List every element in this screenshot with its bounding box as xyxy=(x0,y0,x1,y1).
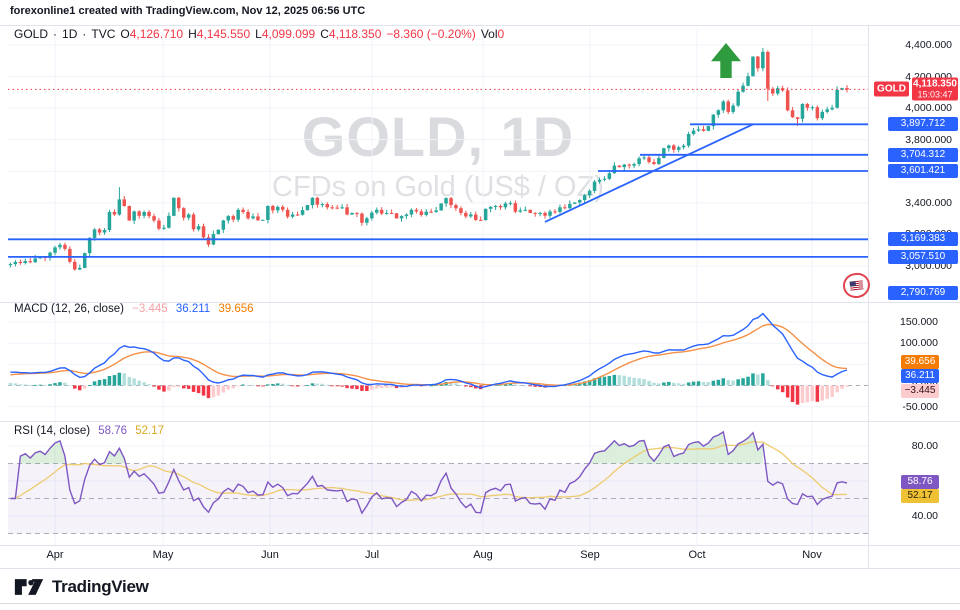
ohlc-item: H4,145.550 xyxy=(188,27,250,41)
rsi-ma-value: 52.17 xyxy=(135,425,165,437)
last-price-symbol-tag: GOLD xyxy=(874,81,909,97)
macd-legend: MACD (12, 26, close) −3.445 36.211 39.65… xyxy=(14,303,259,315)
macd-line-value: 36.211 xyxy=(175,303,211,315)
time-axis-label: Apr xyxy=(46,549,64,561)
macd-signal-value: 39.656 xyxy=(218,303,254,315)
ohlc-value: 4,126.710 xyxy=(129,27,184,41)
last-price-value: 4,118.350 xyxy=(913,78,957,90)
time-axis-label: Jul xyxy=(364,549,380,561)
symbol-name: GOLD xyxy=(14,27,49,41)
ohlc-key: L xyxy=(255,27,262,41)
ohlc-key: H xyxy=(188,27,197,41)
interval-label: 1D xyxy=(62,27,78,41)
time-scale[interactable]: Apr May Jun Jul Aug Sep Oct Nov xyxy=(0,545,868,568)
last-price-badge: 4,118.350 15:03:47 xyxy=(912,77,958,101)
ohlc-key: O xyxy=(120,27,130,41)
rsi-title: RSI (14, close) xyxy=(14,425,91,437)
ohlc-item: L4,099.099 xyxy=(255,27,315,41)
ohlc-value: 4,099.099 xyxy=(261,27,316,41)
tradingview-logo-text[interactable]: TradingView xyxy=(52,577,149,596)
ohlc-value: 4,145.550 xyxy=(196,27,251,41)
bottom-divider xyxy=(0,603,960,604)
macd-hist-value: −3.445 xyxy=(132,303,168,315)
countdown-timer: 15:03:47 xyxy=(917,89,953,100)
tradingview-logo-icon xyxy=(14,579,44,595)
change-value: −8.360 (−0.20%) xyxy=(386,27,476,41)
ohlc-item: C4,118.350 xyxy=(320,27,381,41)
rsi-value: 58.76 xyxy=(98,425,128,437)
time-axis-label: Nov xyxy=(802,549,822,561)
footer-branding[interactable]: TradingView xyxy=(14,576,149,598)
ohlc-key: C xyxy=(320,27,329,41)
us-flag-icon xyxy=(849,280,864,291)
volume-value: 0 xyxy=(497,27,505,41)
macd-title: MACD (12, 26, close) xyxy=(14,303,124,315)
ohlc-item: O4,126.710 xyxy=(120,27,183,41)
symbol-legend: GOLD · 1D · TVC O4,126.710 H4,145.550 L4,099.09… xyxy=(14,27,509,41)
separator: · xyxy=(82,27,87,41)
volume-label: Vol xyxy=(480,27,498,41)
attribution-text: forexonline1 created with TradingView.co… xyxy=(10,5,366,17)
time-axis-label: Aug xyxy=(473,549,493,561)
ohlc-value: 4,118.350 xyxy=(328,27,382,41)
separator: · xyxy=(53,27,58,41)
time-axis-label: Oct xyxy=(688,549,706,561)
exchange-label: TVC xyxy=(91,27,116,41)
time-axis-label: Sep xyxy=(580,549,600,561)
rsi-legend: RSI (14, close) 58.76 52.17 xyxy=(14,425,169,437)
time-axis-label: Jun xyxy=(261,549,279,561)
time-axis-label: May xyxy=(152,549,174,561)
volume-item: Vol0 xyxy=(481,27,504,41)
